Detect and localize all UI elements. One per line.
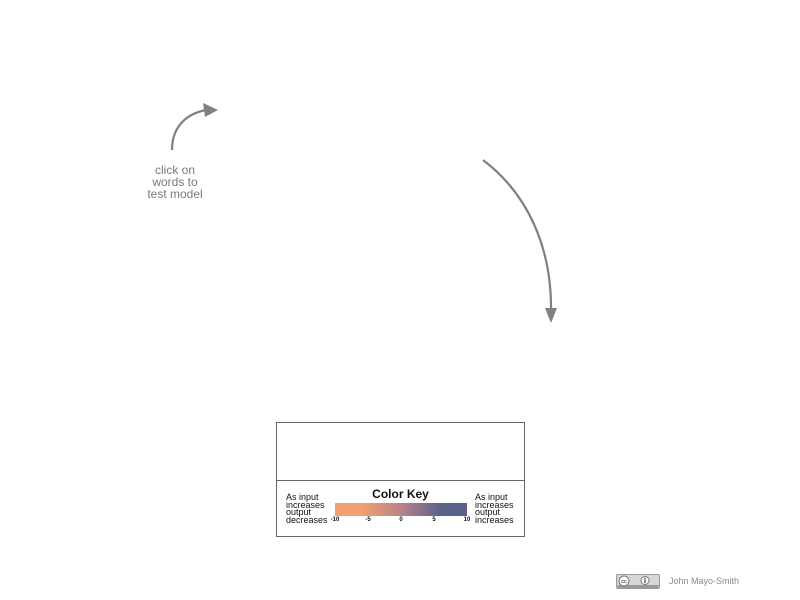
flow-arrow	[482, 159, 553, 313]
color-key-title: Color Key	[372, 487, 429, 501]
color-key-right-label: As input increases output increases	[475, 492, 514, 525]
flow-arrowhead	[545, 308, 557, 323]
creative-commons-by-icon[interactable]: cc	[616, 573, 660, 589]
hint-line: words to	[152, 175, 198, 189]
right-label-line: output	[475, 507, 501, 517]
output-display-area	[277, 423, 524, 481]
hint-line: click on	[154, 163, 195, 177]
author-name: John Mayo-Smith	[669, 576, 740, 586]
hint-arrow	[170, 108, 207, 151]
color-key-tick-label: -5	[365, 517, 371, 523]
left-label-line: decreases	[286, 514, 328, 525]
right-label-line: As input	[475, 492, 508, 502]
left-label-line: increases	[286, 499, 325, 510]
hint-text: click on words to test model	[130, 164, 220, 200]
color-key-tick-label: 0	[399, 517, 403, 523]
color-key-tick-label: 10	[463, 517, 471, 523]
left-label-line: As input	[286, 492, 319, 502]
left-label-line: output	[286, 507, 312, 517]
right-label-line: increases	[475, 514, 514, 525]
color-gradient-bar	[335, 503, 467, 516]
color-key-ticks: -10 -5 0 5 10	[331, 517, 471, 526]
color-key-left-label: As input increases output decreases	[286, 492, 328, 525]
color-key-tick-label: -10	[330, 517, 340, 523]
credit: cc John Mayo-Smith	[616, 573, 739, 589]
hint-arrowhead	[203, 103, 218, 117]
color-key-panel: Color Key As input increases output decr…	[276, 422, 525, 537]
hint-line: test model	[147, 187, 203, 201]
right-label-line: increases	[475, 499, 514, 510]
svg-text:cc: cc	[621, 579, 627, 585]
color-key-tick-label: 5	[432, 517, 436, 523]
